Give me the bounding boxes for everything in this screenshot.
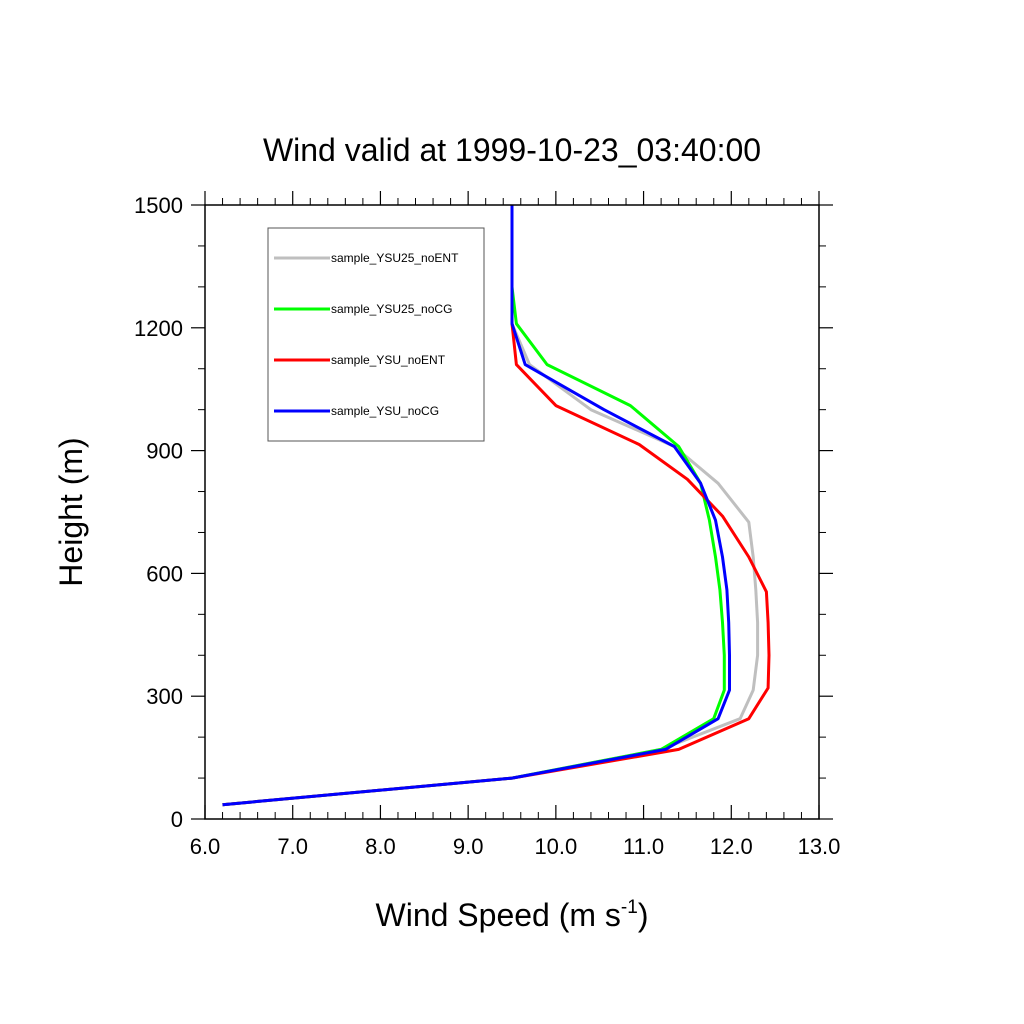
y-tick-label: 0 bbox=[171, 807, 183, 832]
x-tick-label: 7.0 bbox=[277, 834, 308, 859]
legend-label: sample_YSU25_noENT bbox=[331, 251, 459, 265]
x-tick-label: 8.0 bbox=[365, 834, 396, 859]
plot-frame bbox=[204, 204, 820, 820]
y-tick-label: 1500 bbox=[134, 193, 183, 218]
x-axis-title-main: Wind Speed (m s bbox=[376, 897, 621, 933]
plot-area: 6.0 7.0 8.0 9.0 10.0 11.0 12.0 13.0 0 300 600 900 12… bbox=[134, 191, 840, 859]
y-tick-label: 600 bbox=[146, 561, 183, 586]
x-axis-title: Wind Speed (m s-1) bbox=[376, 897, 649, 933]
y-axis-title: Height (m) bbox=[53, 437, 89, 586]
legend-items: sample_YSU25_noENT sample_YSU25_noCGsampl… bbox=[274, 251, 459, 418]
tick-layer: 6.0 7.0 8.0 9.0 10.0 11.0 12.0 13.0 0 300 600 900 12… bbox=[134, 191, 840, 859]
x-tick-label: 6.0 bbox=[190, 834, 221, 859]
x-tick-label: 9.0 bbox=[453, 834, 484, 859]
y-tick-label: 900 bbox=[146, 439, 183, 464]
y-tick-label: 300 bbox=[146, 684, 183, 709]
x-tick-label: 11.0 bbox=[623, 834, 664, 859]
x-axis-title-end: ) bbox=[638, 897, 649, 933]
x-tick-label: 13.0 bbox=[798, 834, 841, 859]
series-layer bbox=[222, 205, 771, 807]
x-tick-label: 12.0 bbox=[710, 834, 753, 859]
x-tick-label: 10.0 bbox=[534, 834, 577, 859]
legend-box bbox=[267, 227, 485, 442]
chart-title: Wind valid at 1999-10-23_03:40:00 bbox=[263, 132, 761, 168]
y-tick-label: 1200 bbox=[134, 316, 183, 341]
legend: sample_YSU25_noENT sample_YSU25_noCGsampl… bbox=[267, 227, 485, 442]
series-line-sample_YSU25_noCG bbox=[222, 205, 726, 807]
legend-label: sample_YSU_noCG bbox=[331, 404, 439, 418]
series-line-sample_YSU_noCG bbox=[222, 205, 731, 807]
legend-label: sample_YSU_noENT bbox=[331, 353, 446, 367]
legend-label: sample_YSU25_noCG bbox=[331, 302, 452, 316]
x-axis-title-sup: -1 bbox=[621, 897, 638, 918]
